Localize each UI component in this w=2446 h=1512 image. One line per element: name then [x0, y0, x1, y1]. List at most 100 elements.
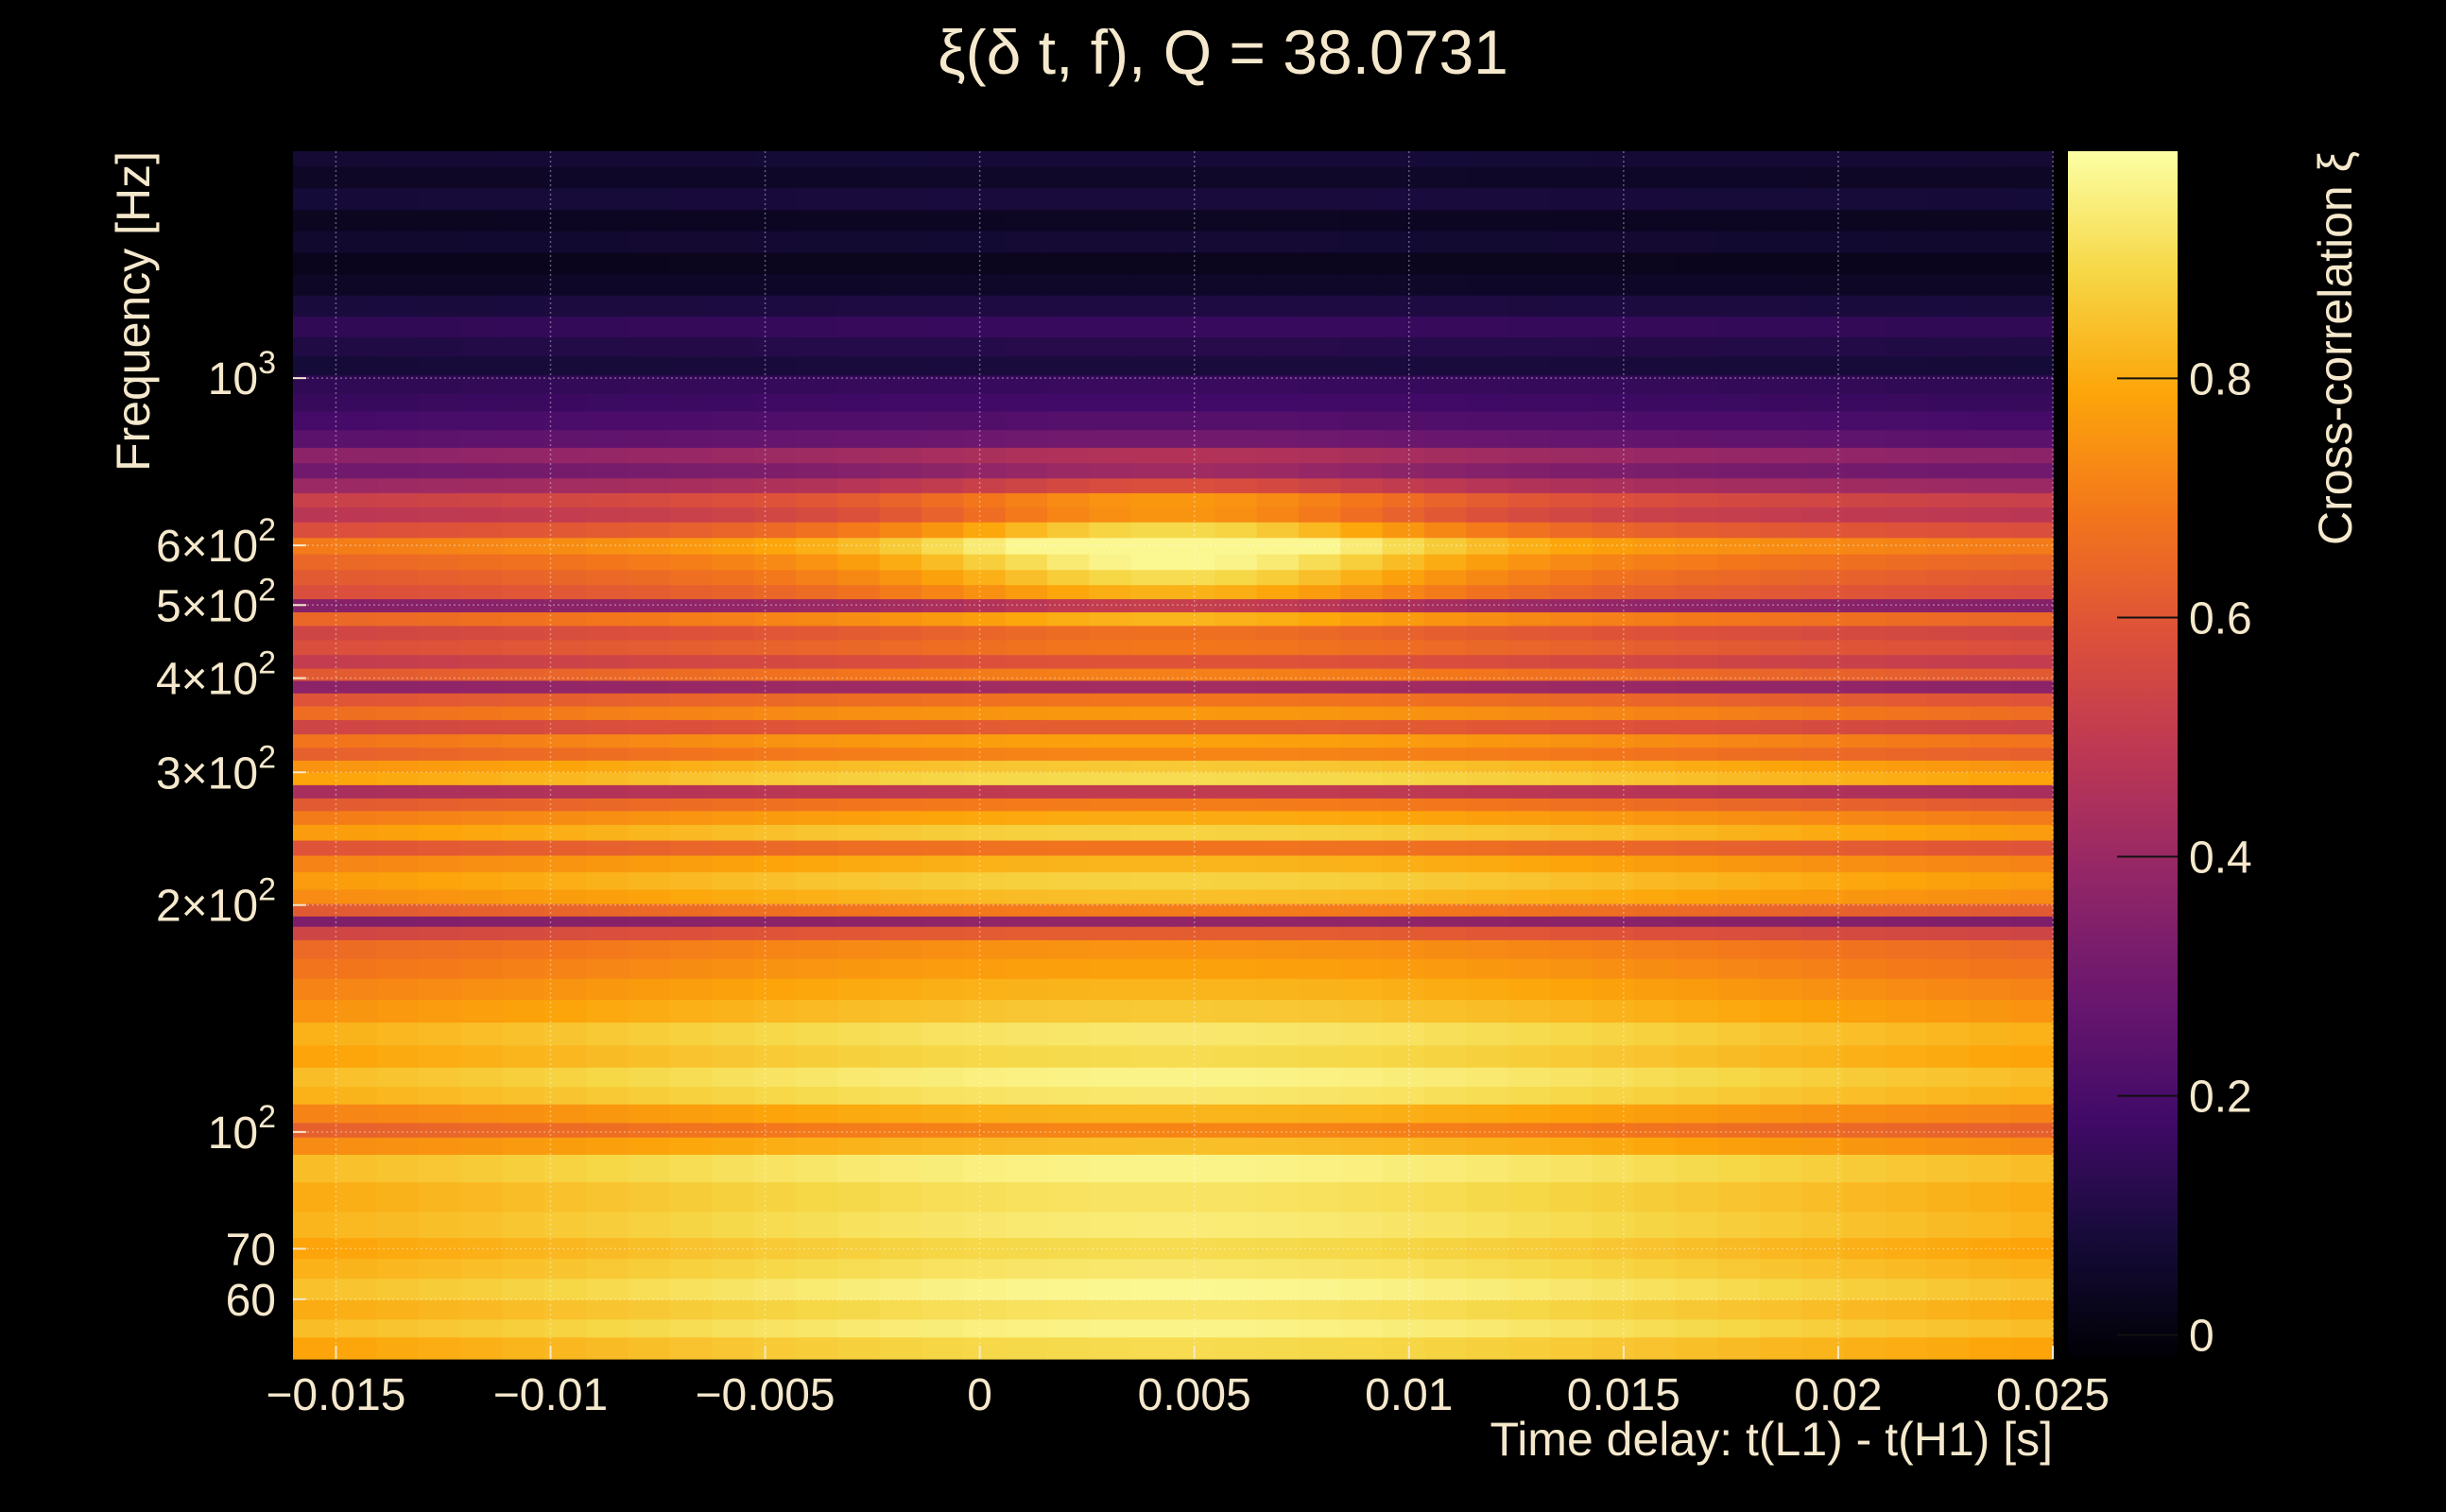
heatmap-cell: [1047, 1086, 1090, 1105]
heatmap-cell: [376, 274, 420, 296]
heatmap-cell: [1592, 978, 1635, 1001]
heatmap-cell: [1299, 151, 1341, 167]
heatmap-cell: [796, 654, 838, 669]
heatmap-cell: [963, 654, 1007, 669]
heatmap-cell: [1173, 462, 1215, 479]
heatmap-cell: [1340, 492, 1384, 507]
heatmap-cell: [1130, 1022, 1174, 1046]
heatmap-cell: [1299, 760, 1341, 773]
heatmap-cell: [753, 667, 797, 681]
heatmap-cell: [1550, 871, 1593, 890]
heatmap-cell: [1717, 336, 1761, 357]
heatmap-cell: [879, 784, 922, 799]
heatmap-cell: [712, 374, 755, 394]
heatmap-cell: [796, 854, 838, 873]
heatmap-cell: [1759, 798, 1802, 812]
heatmap-cell: [1173, 1067, 1215, 1088]
heatmap-cell: [1340, 839, 1384, 856]
heatmap-cell: [1382, 733, 1425, 748]
heatmap-cell: [1592, 462, 1635, 479]
heatmap-cell: [1759, 824, 1802, 841]
heatmap-cell: [1633, 462, 1677, 479]
heatmap-cell: [2010, 393, 2054, 412]
heatmap-cell: [1759, 569, 1802, 586]
heatmap-cell: [963, 871, 1007, 890]
heatmap-cell: [1717, 747, 1761, 761]
heatmap-cell: [376, 1336, 420, 1360]
heatmap-cell: [1089, 584, 1132, 600]
heatmap-cell: [1801, 916, 1844, 927]
heatmap-cell: [293, 1104, 336, 1124]
heatmap-cell: [460, 1299, 504, 1320]
heatmap-cell: [837, 1137, 881, 1155]
heatmap-cell: [335, 151, 378, 167]
heatmap-cell: [1759, 522, 1802, 539]
heatmap-cell: [753, 447, 797, 464]
heatmap-cell: [376, 784, 420, 799]
heatmap-cell: [1507, 611, 1551, 627]
heatmap-cell: [1089, 854, 1132, 873]
heatmap-cell: [1927, 336, 1970, 357]
heatmap-cell: [1299, 810, 1341, 825]
heatmap-cell: [837, 393, 881, 412]
heatmap-cell: [376, 611, 420, 627]
heatmap-cell: [753, 772, 797, 785]
heatmap-cell: [1507, 598, 1551, 612]
heatmap-cell: [1676, 251, 1718, 275]
heatmap-cell: [502, 251, 545, 275]
heatmap-cell: [963, 492, 1007, 507]
heatmap-cell: [293, 1237, 336, 1260]
heatmap-cell: [1173, 554, 1215, 571]
heatmap-cell: [1885, 507, 1928, 523]
heatmap-cell: [1173, 999, 1215, 1023]
heatmap-cell: [963, 569, 1007, 586]
heatmap-cell: [1633, 760, 1677, 773]
heatmap-cell: [1801, 772, 1844, 785]
heatmap-cell: [2010, 667, 2054, 681]
heatmap-cell: [1424, 611, 1467, 627]
heatmap-cell: [1256, 151, 1300, 167]
heatmap-cell: [1047, 639, 1090, 656]
heatmap-cell: [1550, 209, 1593, 232]
heatmap-cell: [1214, 999, 1258, 1023]
heatmap-cell: [1717, 554, 1761, 571]
heatmap-cell: [1130, 978, 1174, 1001]
heatmap-cell: [1550, 939, 1593, 959]
heatmap-cell: [837, 151, 881, 167]
heatmap-cell: [753, 1318, 797, 1338]
heatmap-cell: [1592, 537, 1635, 555]
heatmap-cell: [586, 798, 629, 812]
heatmap-cell: [1843, 1299, 1886, 1320]
heatmap-cell: [1550, 824, 1593, 841]
heatmap-cell: [1927, 654, 1970, 669]
heatmap-cell: [1843, 1237, 1886, 1260]
heatmap-cell: [460, 903, 504, 917]
heatmap-cell: [1801, 251, 1844, 275]
heatmap-cell: [1005, 854, 1048, 873]
heatmap-cell: [1089, 336, 1132, 357]
heatmap-cell: [1173, 679, 1215, 694]
heatmap-cell: [1969, 958, 2012, 979]
heatmap-cell: [753, 316, 797, 338]
heatmap-cell: [544, 1067, 587, 1088]
heatmap-cell: [1005, 1122, 1048, 1138]
heatmap-cell: [1717, 393, 1761, 412]
heatmap-cell: [753, 888, 797, 904]
heatmap-cell: [837, 1211, 881, 1239]
heatmap-cell: [293, 854, 336, 873]
heatmap-cell: [1759, 166, 1802, 189]
heatmap-cell: [502, 336, 545, 357]
heatmap-cell: [1717, 719, 1761, 735]
heatmap-cell: [796, 554, 838, 571]
heatmap-cell: [376, 679, 420, 694]
heatmap-cell: [670, 554, 713, 571]
heatmap-cell: [1592, 477, 1635, 493]
heatmap-cell: [1256, 903, 1300, 917]
heatmap-cell: [1214, 839, 1258, 856]
heatmap-cell: [335, 1022, 378, 1046]
heatmap-cell: [1466, 1067, 1509, 1088]
heatmap-cell: [922, 1237, 964, 1260]
heatmap-cell: [1801, 926, 1844, 940]
heatmap-cell: [1843, 916, 1886, 927]
heatmap-cell: [670, 429, 713, 448]
